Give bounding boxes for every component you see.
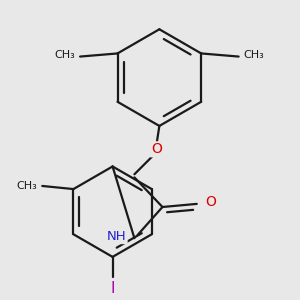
Text: O: O: [151, 142, 162, 156]
Text: I: I: [110, 280, 115, 296]
Text: CH₃: CH₃: [243, 50, 264, 60]
Text: NH: NH: [107, 230, 127, 243]
Text: O: O: [206, 195, 216, 209]
Text: CH₃: CH₃: [55, 50, 75, 60]
Text: CH₃: CH₃: [17, 181, 38, 191]
